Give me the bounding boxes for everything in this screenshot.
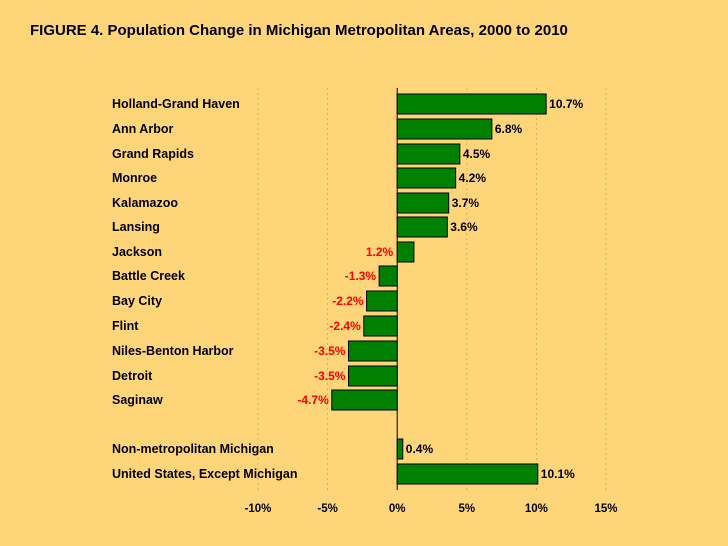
bar-14 <box>396 463 539 485</box>
bar-2 <box>396 143 461 165</box>
category-label-8: Bay City <box>112 294 162 308</box>
bar-11 <box>347 365 398 387</box>
data-label-1: 6.8% <box>495 122 523 136</box>
data-label-4: 3.7% <box>452 196 480 210</box>
data-label-10: -3.5% <box>314 344 346 358</box>
category-label-12: Saginaw <box>112 393 163 407</box>
category-label-10: Niles-Benton Harbor <box>112 344 234 358</box>
bar-0 <box>396 93 547 115</box>
data-label-2: 4.5% <box>463 147 491 161</box>
x-tick-label-3: 5% <box>458 503 475 515</box>
x-tick-label-4: 10% <box>525 503 548 515</box>
bar-1 <box>396 118 493 140</box>
data-label-8: -2.2% <box>332 294 364 308</box>
x-tick-label-1: -5% <box>317 503 337 515</box>
category-label-13: Non-metropolitan Michigan <box>112 442 274 456</box>
x-tick-label-0: -10% <box>245 503 272 515</box>
category-label-2: Grand Rapids <box>112 147 194 161</box>
data-label-14: 10.1% <box>541 467 575 481</box>
category-label-5: Lansing <box>112 220 160 234</box>
category-label-14: United States, Except Michigan <box>112 467 297 481</box>
bar-10 <box>347 340 398 362</box>
x-tick-label-5: 15% <box>594 503 617 515</box>
bar-9 <box>363 315 398 337</box>
data-label-3: 4.2% <box>459 171 487 185</box>
bar-4 <box>396 192 450 214</box>
data-label-9: -2.4% <box>329 319 361 333</box>
category-label-9: Flint <box>112 319 139 333</box>
bar-3 <box>396 167 457 189</box>
category-label-7: Battle Creek <box>112 269 185 283</box>
data-label-0: 10.7% <box>549 97 583 111</box>
chart-title: FIGURE 4. Population Change in Michigan … <box>30 22 568 39</box>
category-label-1: Ann Arbor <box>112 122 173 136</box>
data-label-6: 1.2% <box>366 245 394 259</box>
data-label-5: 3.6% <box>450 220 478 234</box>
data-label-12: -4.7% <box>297 393 329 407</box>
bar-6 <box>396 241 415 263</box>
bar-13 <box>396 438 404 460</box>
bar-7 <box>378 265 398 287</box>
bar-8 <box>366 290 398 312</box>
bar-5 <box>396 216 448 238</box>
category-label-0: Holland-Grand Haven <box>112 97 240 111</box>
x-tick-label-2: 0% <box>389 503 406 515</box>
category-label-3: Monroe <box>112 171 157 185</box>
category-label-4: Kalamazoo <box>112 196 178 210</box>
bar-12 <box>331 389 398 411</box>
data-label-7: -1.3% <box>345 269 377 283</box>
data-label-11: -3.5% <box>314 369 346 383</box>
data-label-13: 0.4% <box>406 442 434 456</box>
category-label-11: Detroit <box>112 369 153 383</box>
category-label-6: Jackson <box>112 245 162 259</box>
